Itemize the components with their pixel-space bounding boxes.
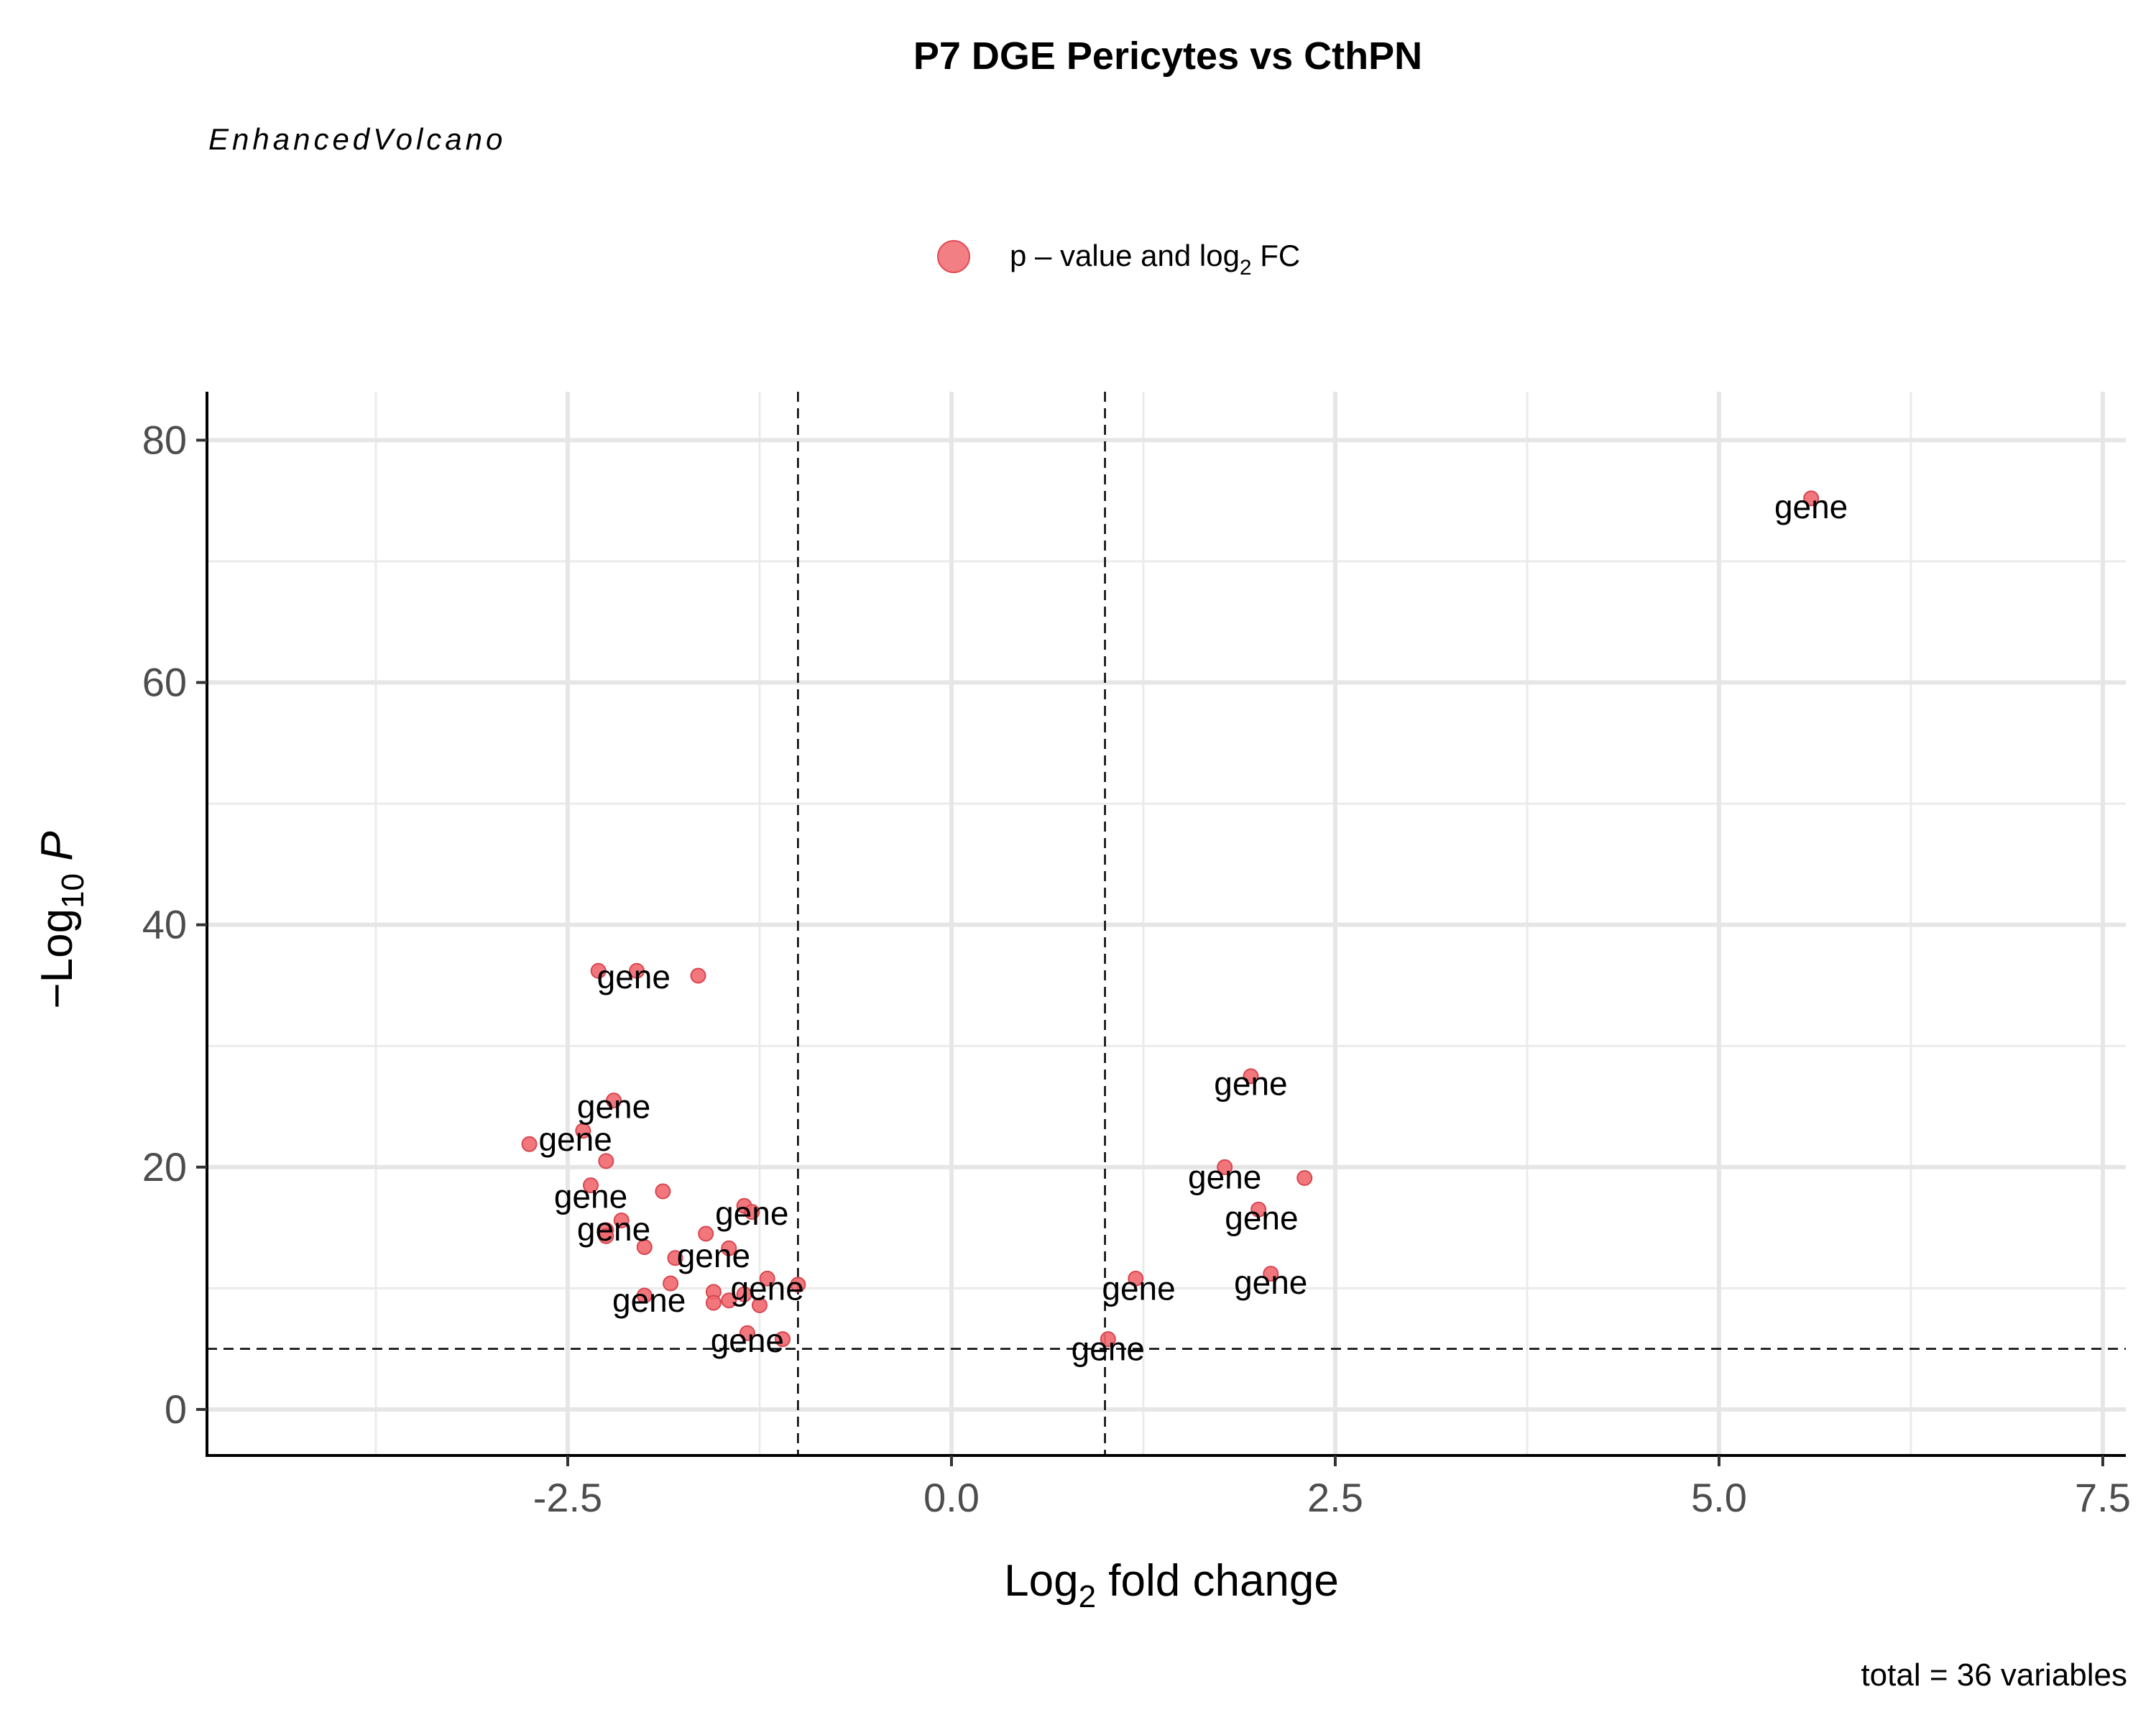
- x-tick-label: 2.5: [1307, 1475, 1363, 1520]
- y-tick-label: 60: [142, 660, 187, 705]
- data-point: [1803, 490, 1820, 507]
- data-point: [613, 1212, 630, 1228]
- data-point: [636, 1287, 653, 1304]
- legend: p – value and log2 FC: [937, 239, 1300, 280]
- y-tick-label: 20: [142, 1144, 187, 1190]
- x-tick-label: 0.0: [923, 1475, 980, 1520]
- gene-label: gene: [1102, 1269, 1175, 1307]
- data-point: [575, 1123, 591, 1139]
- data-point: [1217, 1159, 1233, 1175]
- data-point: [667, 1250, 683, 1266]
- data-point: [655, 1183, 671, 1200]
- grid: [207, 392, 2126, 1455]
- gene-label: gene: [577, 1088, 650, 1126]
- data-point: [775, 1331, 791, 1348]
- chart-subtitle: EnhancedVolcano: [208, 122, 506, 156]
- x-axis-label-rest: fold change: [1096, 1556, 1339, 1606]
- data-point: [590, 962, 607, 979]
- y-axis-label: −Log10 P: [32, 831, 91, 1008]
- data-points: [521, 490, 1820, 1348]
- data-point: [1100, 1331, 1116, 1348]
- data-point: [1263, 1266, 1279, 1282]
- data-point: [705, 1294, 722, 1311]
- data-point: [629, 962, 645, 979]
- x-tick-label: -2.5: [533, 1475, 603, 1520]
- gene-label: gene: [1225, 1200, 1298, 1237]
- x-axis-label: Log2 fold change: [1004, 1556, 1339, 1614]
- y-axis-label-italic: P: [32, 831, 82, 860]
- gene-label: gene: [1072, 1330, 1145, 1368]
- gene-label: gene: [1188, 1158, 1261, 1195]
- gene-label: gene: [730, 1269, 803, 1307]
- axes: -2.5 0.0 2.5 5.0 7.5 0 20 40 60 80: [142, 392, 2131, 1520]
- gene-label: gene: [711, 1322, 784, 1359]
- chart-title: P7 DGE Pericytes vs CthPN: [913, 34, 1422, 78]
- legend-label-post: FC: [1252, 239, 1301, 272]
- x-tick-label: 7.5: [2075, 1475, 2131, 1520]
- gene-label: gene: [1774, 488, 1848, 525]
- chart-caption: total = 36 variables: [1861, 1657, 2127, 1693]
- legend-label-sub: 2: [1240, 256, 1252, 280]
- data-point: [751, 1297, 768, 1313]
- data-point: [736, 1286, 752, 1302]
- legend-key-point: [937, 240, 970, 273]
- data-point: [790, 1276, 806, 1293]
- data-point: [1243, 1068, 1259, 1085]
- data-point: [598, 1228, 614, 1244]
- data-point: [636, 1239, 653, 1256]
- gene-label: gene: [597, 958, 671, 995]
- x-axis-label-base: Log: [1004, 1556, 1078, 1606]
- gene-label: gene: [677, 1237, 750, 1274]
- data-point: [1128, 1270, 1144, 1287]
- data-point: [1296, 1169, 1313, 1186]
- gene-label: gene: [612, 1282, 686, 1319]
- data-point: [1250, 1201, 1267, 1218]
- y-tick-label: 40: [142, 902, 187, 947]
- data-point: [606, 1092, 622, 1109]
- y-tick-label: 0: [165, 1386, 187, 1432]
- gene-label: gene: [1234, 1264, 1307, 1301]
- data-point: [598, 1153, 614, 1169]
- data-point: [721, 1292, 737, 1309]
- data-point: [739, 1325, 755, 1341]
- data-point: [583, 1177, 599, 1194]
- legend-label: p – value and log2 FC: [1010, 239, 1300, 280]
- legend-label-pre: p – value and log: [1010, 239, 1240, 272]
- y-axis-label-prefix: −Log: [32, 908, 82, 1009]
- gene-label: gene: [577, 1210, 650, 1248]
- x-tick-label: 5.0: [1691, 1475, 1747, 1520]
- gene-label: gene: [538, 1121, 612, 1158]
- data-point: [759, 1270, 775, 1287]
- gene-label: gene: [715, 1195, 788, 1232]
- data-point: [663, 1275, 679, 1292]
- data-point: [521, 1136, 538, 1152]
- y-tick-label: 80: [142, 417, 187, 462]
- gene-label: gene: [1214, 1065, 1287, 1103]
- data-point: [721, 1240, 737, 1256]
- y-axis-label-gap: [32, 861, 82, 873]
- data-point: [698, 1225, 714, 1242]
- gene-label: gene: [554, 1177, 627, 1215]
- y-axis-label-sub: 10: [55, 873, 91, 908]
- cutoff-lines: [207, 392, 2126, 1455]
- data-point: [690, 967, 706, 984]
- data-point: [744, 1204, 760, 1220]
- x-axis-label-sub: 2: [1079, 1579, 1096, 1614]
